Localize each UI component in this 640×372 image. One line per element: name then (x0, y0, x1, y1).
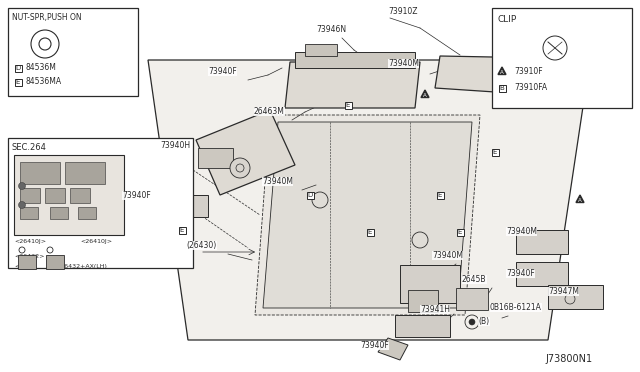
Text: E: E (458, 229, 462, 235)
Text: 2645B: 2645B (462, 275, 486, 284)
Bar (50, 207, 68, 219)
Bar (456, 228, 463, 235)
Bar (8, 138, 193, 268)
Text: 73910FA: 73910FA (514, 83, 547, 93)
Bar (8, 8, 138, 96)
Bar (456, 288, 488, 310)
Text: 73947M: 73947M (548, 287, 579, 296)
Text: (26430): (26430) (186, 241, 216, 250)
Text: 73940F: 73940F (360, 341, 388, 350)
Text: E: E (438, 192, 442, 198)
Text: D: D (15, 65, 20, 71)
Bar (198, 148, 233, 168)
Polygon shape (378, 338, 408, 360)
Text: <RH>: <RH> (14, 264, 33, 269)
Text: A: A (578, 198, 582, 203)
Bar (20, 162, 60, 184)
Polygon shape (435, 56, 545, 95)
Text: 73940M: 73940M (262, 177, 293, 186)
Bar (516, 262, 568, 286)
Text: (B): (B) (478, 317, 489, 326)
Text: <26410J>: <26410J> (14, 239, 46, 244)
Text: E: E (180, 227, 184, 233)
Text: NUT-SPR,PUSH ON: NUT-SPR,PUSH ON (12, 13, 82, 22)
Text: <26432+AX(LH): <26432+AX(LH) (55, 264, 107, 269)
Text: E: E (16, 79, 20, 85)
Polygon shape (196, 110, 295, 195)
Bar (168, 195, 208, 217)
Bar (499, 84, 506, 92)
Polygon shape (148, 60, 590, 340)
Bar (20, 207, 38, 219)
Text: B: B (500, 85, 504, 91)
Bar (14, 155, 124, 235)
Text: SEC.264: SEC.264 (12, 143, 47, 152)
Text: 73940F: 73940F (208, 67, 237, 76)
Bar (70, 188, 90, 203)
Bar (78, 207, 96, 219)
Polygon shape (285, 62, 420, 108)
Text: 73940F: 73940F (122, 191, 151, 200)
Bar (436, 192, 444, 199)
Text: 73910F: 73910F (514, 67, 543, 77)
Text: J73800N1: J73800N1 (545, 354, 592, 364)
Text: 73940M: 73940M (432, 251, 463, 260)
Bar (65, 162, 105, 184)
Text: CLIP: CLIP (498, 15, 517, 24)
Bar (395, 315, 450, 337)
Text: <26432>: <26432> (14, 254, 44, 259)
Circle shape (19, 183, 26, 189)
Polygon shape (498, 67, 506, 74)
Text: 73910Z: 73910Z (388, 7, 417, 16)
Text: 73946N: 73946N (316, 25, 346, 34)
Text: A: A (423, 93, 427, 98)
Bar (492, 8, 632, 108)
Text: E: E (493, 149, 497, 155)
Bar (367, 228, 374, 235)
Circle shape (230, 158, 250, 178)
Bar (15, 64, 22, 71)
Bar (18, 255, 36, 269)
Bar (400, 265, 460, 303)
Bar (492, 148, 499, 155)
Bar (179, 227, 186, 234)
Bar (45, 188, 65, 203)
Bar (548, 285, 603, 309)
Polygon shape (255, 115, 480, 315)
Bar (516, 230, 568, 254)
Bar (46, 255, 64, 269)
Polygon shape (421, 90, 429, 97)
Text: 73940M: 73940M (388, 59, 419, 68)
Bar (307, 192, 314, 199)
Bar (155, 202, 173, 216)
Text: 26463M: 26463M (254, 107, 285, 116)
Text: 84536MA: 84536MA (26, 77, 62, 87)
Bar (295, 52, 415, 68)
Bar (20, 188, 40, 203)
Text: A: A (500, 70, 504, 75)
Polygon shape (263, 122, 472, 308)
Text: 73940M: 73940M (506, 227, 537, 236)
Text: 73941H: 73941H (420, 305, 450, 314)
Bar (305, 44, 337, 56)
Text: 73940F: 73940F (506, 269, 535, 278)
Text: D: D (307, 192, 312, 198)
Text: 84536M: 84536M (26, 64, 57, 73)
Bar (15, 78, 22, 86)
Circle shape (19, 202, 26, 208)
Text: E: E (368, 229, 372, 235)
Text: <26410J>: <26410J> (80, 239, 112, 244)
Text: 73940H: 73940H (160, 141, 190, 150)
Circle shape (469, 319, 475, 325)
Text: E: E (346, 102, 350, 108)
Polygon shape (576, 195, 584, 202)
Bar (408, 290, 438, 312)
Bar (344, 102, 351, 109)
Text: 0B16B-6121A: 0B16B-6121A (490, 303, 542, 312)
